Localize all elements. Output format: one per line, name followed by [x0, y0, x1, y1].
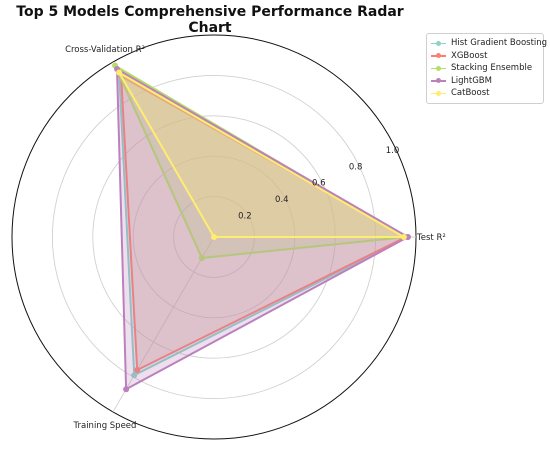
legend-item: Hist Gradient Boosting — [431, 37, 547, 50]
legend-swatch — [431, 64, 446, 72]
series-line — [116, 68, 409, 391]
legend-item: LightGBM — [431, 75, 539, 88]
legend-label: Hist Gradient Boosting — [451, 38, 548, 49]
legend-item: CatBoost — [431, 87, 539, 100]
legend-item: Stacking Ensemble — [431, 62, 539, 75]
series-point — [116, 69, 123, 76]
radial-tick-label: 0.8 — [349, 162, 363, 172]
series-area — [117, 69, 408, 390]
legend-label: LightGBM — [451, 75, 492, 86]
series-point — [400, 234, 407, 240]
series-point — [134, 366, 141, 373]
series-area — [121, 76, 406, 370]
legend-swatch — [431, 89, 446, 97]
legend-label: Stacking Ensemble — [451, 63, 533, 74]
series-area — [119, 72, 408, 376]
axis-label: Test R² — [416, 233, 446, 243]
legend-swatch — [431, 52, 446, 60]
radar-series — [112, 62, 411, 393]
legend-label: CatBoost — [451, 88, 490, 99]
legend-label: XGBoost — [451, 50, 488, 61]
series-line — [118, 71, 405, 238]
radial-tick-label: 0.6 — [312, 179, 326, 189]
chart-title: Top 5 Models Comprehensive Performance R… — [16, 4, 404, 36]
legend-swatch — [431, 77, 446, 85]
axis-spoke — [112, 236, 215, 413]
axis-label: Cross-Validation R² — [65, 45, 145, 55]
series-point — [198, 254, 205, 261]
axis-label: Training Speed — [73, 421, 137, 431]
legend-swatch — [431, 39, 446, 47]
chart-legend: Hist Gradient Boosting XGBoost Stacking En… — [426, 33, 547, 104]
radial-tick-label: 0.4 — [275, 195, 289, 205]
radial-tick-label: 0.2 — [238, 212, 252, 222]
legend-item: XGBoost — [431, 50, 539, 63]
series-point — [123, 386, 130, 393]
series-point — [131, 372, 138, 379]
series-point — [211, 234, 217, 240]
radar-labels: 0.2 0.4 0.6 0.8 1.0 Test R² Cross-Validation R… — [65, 45, 446, 431]
series-area — [115, 65, 406, 258]
radial-tick-label: 1.0 — [386, 146, 400, 156]
